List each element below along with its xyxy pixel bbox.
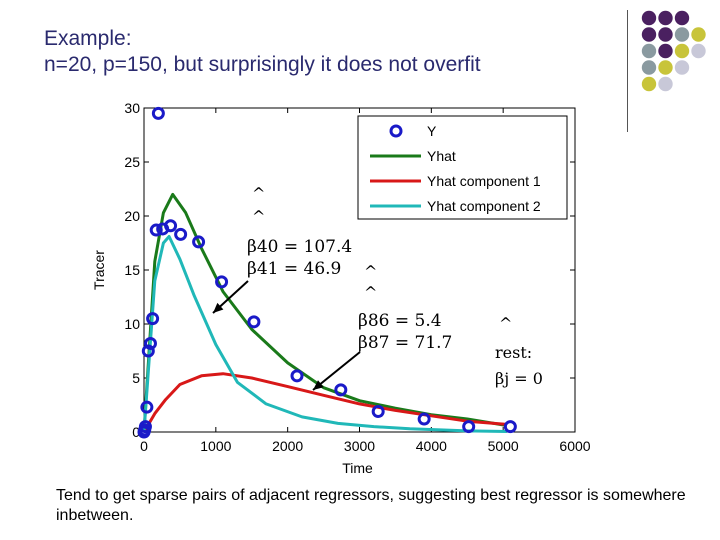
rest-annotation: rest: βj = 0 — [495, 340, 543, 392]
data-point-y — [138, 420, 152, 434]
x-tick-label: 5000 — [488, 438, 519, 454]
data-point-y — [149, 223, 163, 237]
decorative-dot-grid — [641, 10, 706, 92]
y-tick-label: 10 — [124, 316, 140, 332]
decorative-dot — [641, 60, 657, 75]
title-line-2: n=20, p=150, but surprisingly it does no… — [44, 53, 481, 76]
decorative-dot — [691, 27, 706, 42]
x-tick-label: 6000 — [559, 438, 590, 454]
hat-mark: ^ — [252, 207, 266, 226]
legend-label: Yhat component 1 — [427, 173, 541, 189]
hat-mark: ^ — [252, 184, 266, 203]
beta-41-label: β41 = 46.9 — [247, 259, 342, 279]
decorative-dot — [641, 76, 657, 92]
x-tick-label: 1000 — [200, 438, 231, 454]
legend-label: Yhat — [427, 148, 456, 164]
data-point-y — [290, 369, 304, 383]
beta-annotation-40-41: β40 = 107.4 β41 = 46.9 — [247, 236, 352, 280]
beta-86-label: β86 = 5.4 — [358, 311, 442, 331]
title-line-1: Example: — [44, 27, 132, 50]
tracer-chart: 0 1000 2000 3000 4000 5000 6000 0 5 10 15 20 25 30 Tim… — [91, 100, 591, 476]
arrow-beta-40-head — [213, 302, 224, 313]
decorative-divider — [627, 10, 628, 132]
legend-label: Yhat component 2 — [427, 198, 541, 214]
decorative-dot — [641, 43, 657, 59]
x-tick-label: 0 — [140, 438, 148, 454]
y-tick-label: 30 — [124, 100, 140, 116]
hat-mark: ^ — [499, 314, 513, 333]
data-point-y — [247, 315, 261, 329]
data-point-y — [192, 235, 206, 249]
decorative-dot — [641, 27, 657, 42]
beta-40-label: β40 = 107.4 — [247, 237, 353, 257]
arrow-beta-86-head — [313, 380, 324, 390]
data-point-y — [334, 383, 348, 397]
decorative-dot — [674, 60, 690, 75]
decorative-dot — [658, 43, 673, 59]
data-point-y — [164, 219, 178, 233]
y-tick-label: 20 — [124, 208, 140, 224]
decorative-dot — [674, 10, 690, 26]
decorative-dot — [674, 27, 690, 42]
data-point-y — [417, 412, 431, 426]
hat-mark: ^ — [364, 283, 378, 302]
y-tick-label: 15 — [124, 262, 140, 278]
x-axis-label: Time — [342, 460, 373, 476]
arrow-beta-86 — [312, 351, 361, 391]
decorative-dot — [658, 10, 673, 26]
y-axis-label: Tracer — [91, 250, 107, 290]
y-tick-label: 5 — [132, 370, 140, 386]
hat-mark: ^ — [364, 262, 378, 281]
data-point-y — [371, 404, 385, 418]
data-point-y — [174, 227, 188, 241]
decorative-dot — [641, 10, 657, 26]
data-point-y — [140, 400, 154, 414]
decorative-dot — [658, 60, 673, 75]
x-tick-label: 4000 — [416, 438, 447, 454]
slide-title: Example: n=20, p=150, but surprisingly i… — [44, 26, 481, 78]
data-point-y — [503, 420, 517, 434]
x-tick-label: 3000 — [344, 438, 375, 454]
beta-87-label: β87 = 71.7 — [358, 333, 453, 353]
data-point-y — [146, 312, 160, 326]
y-tick-label: 0 — [132, 424, 140, 440]
data-point-y — [143, 336, 157, 350]
beta-annotation-86-87: β86 = 5.4 β87 = 71.7 — [358, 310, 452, 354]
decorative-dot — [658, 27, 673, 42]
legend-marker — [389, 124, 403, 138]
legend-label: Y — [427, 123, 437, 139]
data-point-y — [151, 106, 165, 120]
decorative-dot — [658, 76, 673, 92]
beta-j-label: βj = 0 — [495, 369, 543, 388]
series-line-yhat-component-2 — [142, 235, 507, 433]
data-point-y — [462, 420, 476, 434]
data-point-y — [141, 344, 155, 358]
y-tick-label: 25 — [124, 154, 140, 170]
legend: Y Yhat Yhat component 1 Yhat component 2 — [357, 115, 568, 220]
data-point-y — [215, 275, 229, 289]
rest-label: rest: — [495, 343, 533, 362]
decorative-dot — [674, 43, 690, 59]
footer-text: Tend to get sparse pairs of adjacent reg… — [56, 487, 686, 524]
decorative-dot — [691, 43, 706, 59]
x-tick-label: 2000 — [272, 438, 303, 454]
